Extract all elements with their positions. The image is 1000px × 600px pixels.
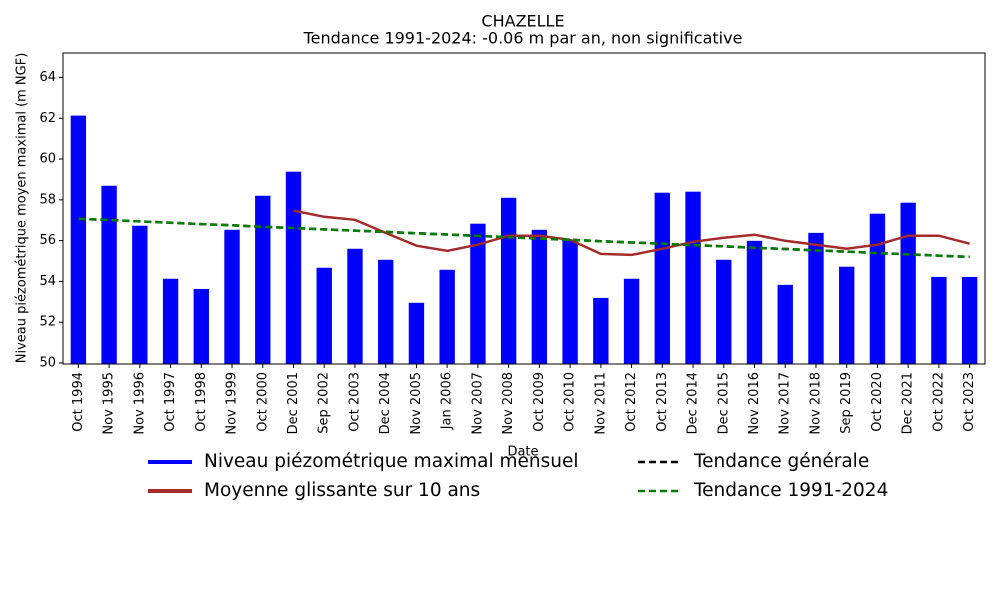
x-tick-label: Dec 2021 xyxy=(901,372,916,434)
x-tick-label: Nov 2011 xyxy=(593,372,608,435)
chart-title: CHAZELLE xyxy=(481,12,564,31)
x-tick-label: Nov 2007 xyxy=(470,372,485,435)
x-tick-label: Nov 2016 xyxy=(747,372,762,435)
bar xyxy=(931,276,947,364)
x-tick-label: Oct 2000 xyxy=(255,372,270,432)
legend-label: Tendance 1991-2024 xyxy=(693,480,888,501)
bar xyxy=(593,297,609,364)
x-tick-label: Oct 1998 xyxy=(194,372,209,432)
bar xyxy=(961,276,978,364)
bar xyxy=(839,266,855,364)
y-tick-label: 52 xyxy=(39,315,56,330)
bar xyxy=(193,288,209,364)
bar xyxy=(654,192,670,364)
x-tick-label: Nov 2017 xyxy=(778,372,793,435)
y-axis-label: Niveau piézométrique moyen maximal (m NG… xyxy=(15,53,30,364)
bar xyxy=(685,191,701,364)
x-tick-label: Sep 2002 xyxy=(317,372,332,434)
legend-label: Niveau piézométrique maximal mensuel xyxy=(204,451,579,472)
bar xyxy=(347,248,363,364)
x-tick-label: Nov 2018 xyxy=(808,372,823,435)
x-tick-label: Nov 1996 xyxy=(132,372,147,435)
legend-label: Moyenne glissante sur 10 ans xyxy=(204,480,480,501)
bar xyxy=(132,225,148,364)
chart-subtitle: Tendance 1991-2024: -0.06 m par an, non … xyxy=(303,29,743,48)
x-tick-label: Jan 2006 xyxy=(440,372,455,430)
x-tick-label: Dec 2014 xyxy=(686,372,701,434)
x-tick-label: Oct 2020 xyxy=(870,372,885,432)
bar xyxy=(777,284,793,364)
bar xyxy=(224,229,240,364)
legend-label: Tendance générale xyxy=(693,451,869,472)
x-tick-label: Dec 2015 xyxy=(716,372,731,434)
x-tick-label: Nov 1995 xyxy=(102,372,117,435)
bar xyxy=(716,259,732,364)
y-tick-label: 64 xyxy=(39,70,56,85)
x-tick-label: Oct 2010 xyxy=(563,372,578,432)
y-tick-label: 54 xyxy=(39,274,56,289)
bar xyxy=(500,197,517,364)
x-tick-label: Oct 2013 xyxy=(655,372,670,432)
bar xyxy=(746,240,763,364)
bar xyxy=(531,229,548,364)
x-tick-label: Nov 1999 xyxy=(225,372,240,435)
bar xyxy=(869,213,886,364)
x-tick-label: Oct 1997 xyxy=(163,372,178,432)
x-tick-label: Nov 2005 xyxy=(409,372,424,435)
x-tick-label: Dec 2004 xyxy=(378,372,393,434)
bar xyxy=(439,269,455,364)
bar xyxy=(70,115,87,364)
bar xyxy=(162,278,179,364)
bar xyxy=(808,232,824,364)
x-tick-label: Oct 2003 xyxy=(347,372,362,432)
x-tick-label: Oct 2023 xyxy=(962,372,977,432)
line xyxy=(78,217,970,259)
y-tick-label: 62 xyxy=(39,111,56,126)
bar xyxy=(378,259,394,364)
y-tick-label: 50 xyxy=(39,355,56,370)
bar xyxy=(623,278,640,364)
x-tick-label: Sep 2019 xyxy=(839,372,854,434)
x-tick-label: Oct 2009 xyxy=(532,372,547,432)
x-tick-label: Nov 2008 xyxy=(501,372,516,435)
y-tick-label: 56 xyxy=(39,233,56,248)
bar xyxy=(255,195,271,364)
y-tick-label: 60 xyxy=(39,152,56,167)
plot-frame xyxy=(62,52,986,365)
x-axis-label: Date xyxy=(507,445,538,460)
bar xyxy=(900,202,916,364)
y-tick-label: 58 xyxy=(39,192,56,207)
x-tick-label: Oct 1994 xyxy=(71,372,86,432)
x-tick-label: Oct 2012 xyxy=(624,372,639,432)
bar xyxy=(316,267,332,364)
bar xyxy=(408,302,425,364)
x-tick-label: Oct 2022 xyxy=(931,372,946,432)
bar xyxy=(101,185,117,364)
bar xyxy=(470,223,486,364)
bar xyxy=(285,171,302,364)
line xyxy=(293,209,970,257)
x-tick-label: Dec 2001 xyxy=(286,372,301,434)
bar xyxy=(562,239,578,364)
